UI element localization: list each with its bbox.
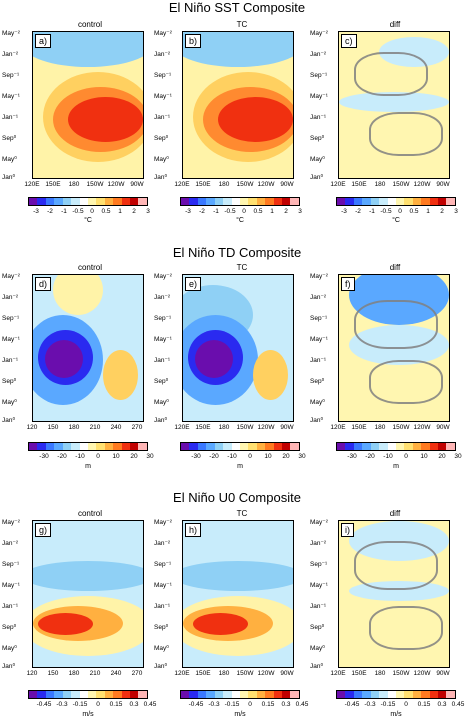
unit-h: m/s: [234, 711, 246, 718]
label-diff-i: diff: [389, 509, 401, 518]
panel-f: f): [338, 274, 450, 422]
colorbar-c: [336, 197, 456, 206]
tag-h: h): [185, 523, 202, 537]
tag-e: e): [185, 277, 202, 291]
colorbar-e: [180, 442, 300, 451]
label-control-g: control: [77, 509, 102, 518]
label-tc-b: TC: [236, 20, 248, 29]
panel-h: h): [182, 520, 294, 668]
unit-c: °C: [392, 217, 400, 224]
colorbar-d: [28, 442, 148, 451]
unit-i: m/s: [390, 711, 402, 718]
tag-b: b): [185, 34, 202, 48]
unit-a: °C: [84, 217, 92, 224]
colorbar-h: [180, 690, 300, 699]
label-diff-f: diff: [389, 263, 401, 272]
colorbar-g: [28, 690, 148, 699]
colorbar-a: [28, 197, 148, 206]
panel-c: c): [338, 31, 450, 179]
panel-b: b): [182, 31, 294, 179]
label-control-d: control: [77, 263, 102, 272]
tag-i: i): [341, 523, 354, 537]
colorbar-i: [336, 690, 456, 699]
label-tc-e: TC: [236, 263, 248, 272]
title-u0: El Niño U0 Composite: [173, 490, 301, 505]
label-tc-h: TC: [236, 509, 248, 518]
tag-c: c): [341, 34, 357, 48]
panel-g: g): [32, 520, 144, 668]
unit-e: m: [237, 463, 243, 470]
tag-f: f): [341, 277, 355, 291]
colorbar-b: [180, 197, 300, 206]
title-td: El Niño TD Composite: [172, 245, 302, 260]
colorbar-f: [336, 442, 456, 451]
unit-f: m: [393, 463, 399, 470]
panel-i: i): [338, 520, 450, 668]
unit-d: m: [85, 463, 91, 470]
tag-d: d): [35, 277, 52, 291]
unit-g: m/s: [82, 711, 94, 718]
panel-d: d): [32, 274, 144, 422]
tag-g: g): [35, 523, 52, 537]
unit-b: °C: [236, 217, 244, 224]
label-control-a: control: [77, 20, 102, 29]
tag-a: a): [35, 34, 52, 48]
panel-e: e): [182, 274, 294, 422]
label-diff-c: diff: [389, 20, 401, 29]
title-sst: El Niño SST Composite: [168, 0, 306, 15]
panel-a: a): [32, 31, 144, 179]
